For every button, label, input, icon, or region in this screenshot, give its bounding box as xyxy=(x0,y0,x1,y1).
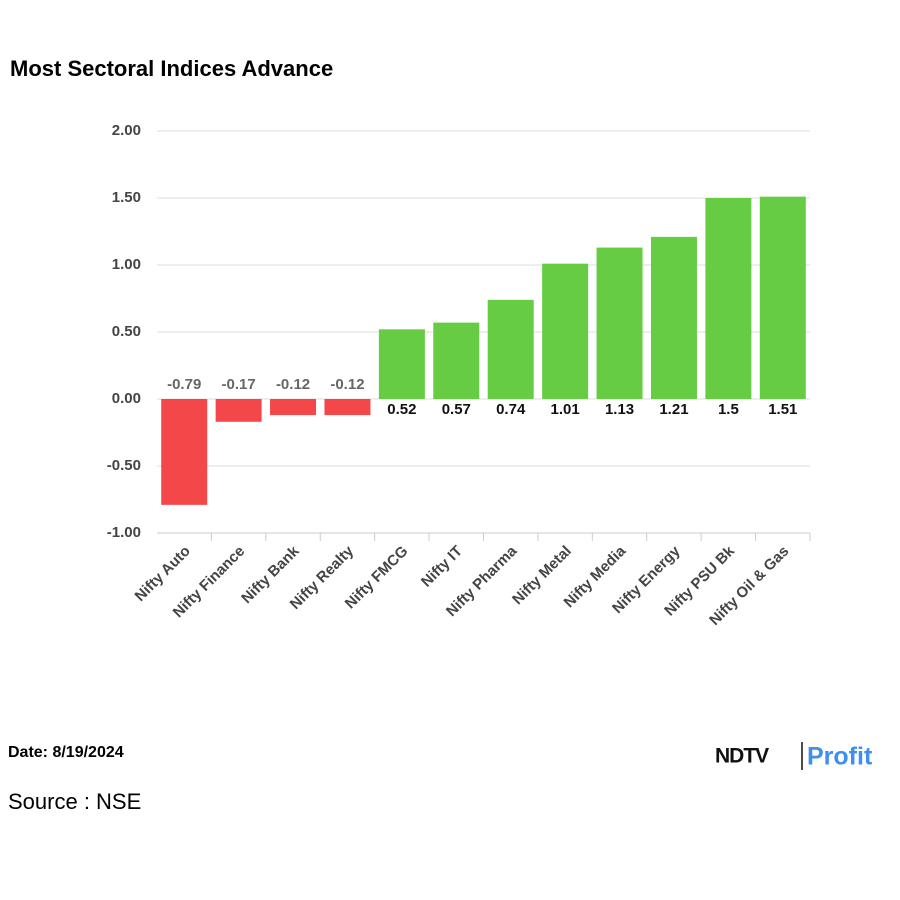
data-label: 1.21 xyxy=(659,401,688,418)
logo-profit: Profit xyxy=(807,743,873,771)
y-tick-label: -0.50 xyxy=(107,457,141,474)
bar xyxy=(705,198,752,399)
bar xyxy=(542,263,589,399)
bar xyxy=(759,196,806,399)
data-label: 0.52 xyxy=(387,401,416,418)
chart-title: Most Sectoral Indices Advance xyxy=(10,56,333,81)
bar xyxy=(161,399,208,505)
y-tick-label: 1.00 xyxy=(112,256,141,273)
bar xyxy=(270,399,317,416)
data-label: -0.79 xyxy=(167,376,201,393)
bar xyxy=(596,247,643,399)
data-label: 1.01 xyxy=(551,401,580,418)
bar xyxy=(215,399,262,422)
data-label: -0.17 xyxy=(222,376,256,393)
data-label: 1.51 xyxy=(768,401,797,418)
x-tick-label: Nifty IT xyxy=(418,543,466,591)
data-label: 0.57 xyxy=(442,401,471,418)
bar xyxy=(378,329,425,399)
data-label: -0.12 xyxy=(330,376,364,393)
y-tick-label: 0.50 xyxy=(112,323,141,340)
data-label: 1.13 xyxy=(605,401,634,418)
logo-ndtv: NDTV xyxy=(715,745,769,768)
y-tick-label: 0.00 xyxy=(112,390,141,407)
bar xyxy=(650,236,697,399)
data-label: -0.12 xyxy=(276,376,310,393)
y-tick-label: 2.00 xyxy=(112,122,141,139)
y-tick-label: -1.00 xyxy=(107,524,141,541)
bar xyxy=(433,322,480,399)
y-tick-label: 1.50 xyxy=(112,189,141,206)
bar xyxy=(324,399,371,416)
data-label: 0.74 xyxy=(496,401,526,418)
bar xyxy=(487,299,534,399)
source: Source : NSE xyxy=(8,789,141,814)
date: Date: 8/19/2024 xyxy=(8,744,124,761)
data-label: 1.5 xyxy=(718,401,739,418)
